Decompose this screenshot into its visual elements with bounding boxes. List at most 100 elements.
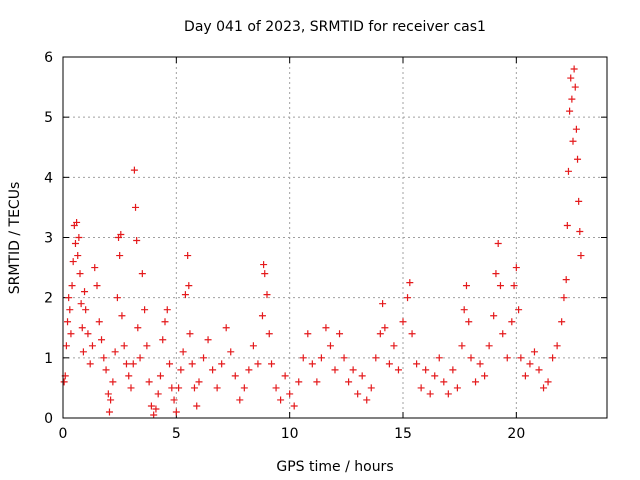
data-point xyxy=(349,366,357,374)
data-point xyxy=(76,270,84,278)
data-point xyxy=(136,354,144,362)
data-point xyxy=(449,366,457,374)
data-point xyxy=(376,330,384,338)
data-point xyxy=(510,282,518,290)
data-point xyxy=(567,74,575,82)
data-point xyxy=(467,354,475,362)
data-point xyxy=(138,270,146,278)
data-point xyxy=(77,300,85,308)
data-point xyxy=(492,270,500,278)
data-point xyxy=(186,330,194,338)
data-point xyxy=(521,372,529,380)
data-point xyxy=(78,324,86,332)
data-point xyxy=(354,390,362,398)
x-tick-label: 20 xyxy=(507,426,525,442)
y-axis-label: SRMTID / TECUs xyxy=(7,182,23,295)
data-point xyxy=(91,264,99,272)
data-point xyxy=(62,342,70,350)
data-point xyxy=(558,318,566,326)
data-point xyxy=(453,384,461,392)
data-point xyxy=(367,384,375,392)
data-point xyxy=(84,330,92,338)
data-point xyxy=(218,360,226,368)
data-point xyxy=(503,354,511,362)
data-point xyxy=(379,300,387,308)
data-point xyxy=(481,372,489,380)
y-tick-label: 2 xyxy=(44,291,53,307)
data-point xyxy=(460,306,468,314)
plot-frame xyxy=(62,56,608,419)
data-point xyxy=(67,330,75,338)
data-point xyxy=(260,261,268,269)
data-point xyxy=(172,408,180,416)
data-point xyxy=(71,240,79,248)
y-tick-label: 3 xyxy=(44,231,53,247)
data-point xyxy=(575,197,583,205)
data-point xyxy=(73,218,81,226)
data-point xyxy=(336,330,344,338)
data-point xyxy=(170,396,178,404)
data-point xyxy=(564,167,572,175)
data-point xyxy=(184,252,192,260)
data-point xyxy=(79,348,87,356)
data-point xyxy=(272,384,280,392)
data-point xyxy=(102,366,110,374)
data-point xyxy=(413,360,421,368)
data-point xyxy=(95,318,103,326)
data-point xyxy=(472,378,480,386)
data-point xyxy=(204,336,212,344)
data-point xyxy=(254,360,262,368)
data-point xyxy=(60,378,68,386)
data-point xyxy=(249,342,257,350)
data-point xyxy=(576,227,584,235)
data-point xyxy=(240,384,248,392)
data-point xyxy=(406,279,414,287)
data-point xyxy=(143,342,151,350)
data-point xyxy=(263,291,271,299)
data-point xyxy=(458,342,466,350)
data-point xyxy=(462,282,470,290)
data-point xyxy=(134,324,142,332)
data-point xyxy=(150,411,158,419)
y-tick-label: 5 xyxy=(44,110,53,126)
data-point xyxy=(363,396,371,404)
data-point xyxy=(154,390,162,398)
data-point xyxy=(141,306,149,314)
data-point xyxy=(465,318,473,326)
data-point xyxy=(577,252,585,260)
data-point xyxy=(440,378,448,386)
data-point xyxy=(417,384,425,392)
data-point xyxy=(104,390,112,398)
data-point xyxy=(515,306,523,314)
data-point xyxy=(326,342,334,350)
data-point xyxy=(390,342,398,350)
data-point xyxy=(156,372,164,380)
data-point xyxy=(317,354,325,362)
data-point xyxy=(179,348,187,356)
x-tick-label: 15 xyxy=(394,426,412,442)
data-point xyxy=(562,276,570,284)
data-point xyxy=(111,348,119,356)
data-point xyxy=(385,360,393,368)
data-point xyxy=(98,336,106,344)
data-point xyxy=(129,360,137,368)
data-point xyxy=(422,366,430,374)
data-point xyxy=(304,330,312,338)
data-point xyxy=(540,384,548,392)
data-point xyxy=(381,324,389,332)
data-point xyxy=(490,312,498,320)
data-point xyxy=(69,258,77,266)
data-point xyxy=(331,366,339,374)
data-point xyxy=(340,354,348,362)
data-point xyxy=(175,384,183,392)
data-point xyxy=(113,294,121,302)
data-point xyxy=(125,372,133,380)
data-point xyxy=(290,402,298,410)
data-point xyxy=(120,342,128,350)
data-point xyxy=(118,312,126,320)
data-point xyxy=(245,366,253,374)
data-point xyxy=(485,342,493,350)
data-point xyxy=(476,360,484,368)
data-point xyxy=(195,378,203,386)
x-tick-label: 0 xyxy=(59,426,68,442)
